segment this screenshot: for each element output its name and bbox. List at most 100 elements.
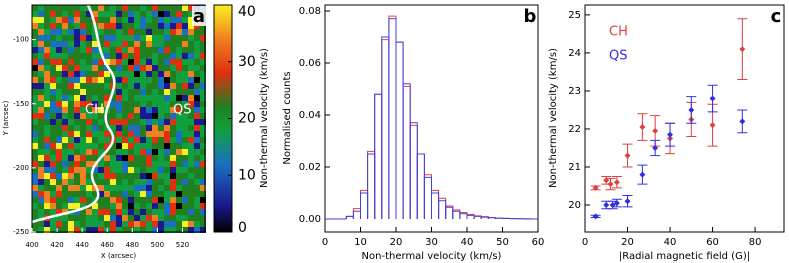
map-pixel — [62, 59, 68, 65]
map-pixel — [128, 89, 134, 95]
map-pixel — [32, 83, 38, 89]
map-pixel — [188, 221, 194, 227]
map-pixel — [104, 167, 110, 173]
map-pixel — [80, 47, 86, 53]
marker — [709, 95, 716, 102]
hist-step — [416, 153, 425, 219]
map-pixel — [122, 65, 128, 71]
map-pixel — [98, 119, 104, 125]
map-pixel — [128, 11, 134, 17]
map-pixel — [188, 11, 194, 17]
map-pixel — [170, 101, 176, 107]
map-pixel — [158, 101, 164, 107]
map-pixel — [44, 125, 50, 131]
map-pixel — [110, 101, 116, 107]
map-pixel — [104, 191, 110, 197]
map-pixel — [38, 101, 44, 107]
map-pixel — [140, 71, 146, 77]
map-pixel — [68, 107, 74, 113]
map-pixel — [164, 107, 170, 113]
map-pixel — [110, 59, 116, 65]
map-pixel — [32, 185, 38, 191]
map-pixel — [134, 185, 140, 191]
marker — [592, 184, 599, 191]
map-pixel — [74, 221, 80, 227]
map-pixel — [134, 203, 140, 209]
map-pixel — [128, 167, 134, 173]
map-pixel — [182, 221, 188, 227]
map-pixel — [56, 191, 62, 197]
map-pixel — [38, 17, 44, 23]
map-pixel — [170, 77, 176, 83]
map-pixel — [68, 185, 74, 191]
map-pixel — [200, 29, 206, 35]
map-pixel — [110, 125, 116, 131]
map-pixel — [164, 221, 170, 227]
map-pixel — [110, 41, 116, 47]
map-pixel — [182, 65, 188, 71]
map-pixel — [182, 53, 188, 59]
map-pixel — [188, 197, 194, 203]
marker — [639, 171, 646, 178]
map-pixel — [104, 41, 110, 47]
map-pixel — [56, 17, 62, 23]
map-pixel — [194, 215, 200, 221]
map-pixel — [176, 137, 182, 143]
map-pixel — [56, 5, 62, 11]
map-pixel — [50, 143, 56, 149]
map-pixel — [50, 191, 56, 197]
map-pixel — [176, 77, 182, 83]
map-pixel — [50, 197, 56, 203]
map-pixel — [134, 149, 140, 155]
map-pixel — [170, 5, 176, 11]
map-pixel — [86, 197, 92, 203]
map-pixel — [62, 65, 68, 71]
map-pixel — [164, 65, 170, 71]
map-pixel — [122, 161, 128, 167]
map-pixel — [116, 95, 122, 101]
hist-step — [445, 206, 454, 219]
map-pixel — [200, 53, 206, 59]
map-pixel — [164, 89, 170, 95]
map-pixel — [188, 119, 194, 125]
map-pixel — [38, 23, 44, 29]
map-pixel — [164, 35, 170, 41]
map-pixel — [110, 155, 116, 161]
map-pixel — [68, 119, 74, 125]
map-pixel — [80, 221, 86, 227]
boundary-contour — [31, 4, 116, 224]
map-pixel — [140, 41, 146, 47]
map-pixel — [38, 173, 44, 179]
hist-step — [487, 217, 496, 219]
x-axis-label: |Radial magnetic field (G)| — [619, 251, 750, 262]
map-pixel — [200, 47, 206, 53]
map-pixel — [80, 59, 86, 65]
map-pixel — [62, 167, 68, 173]
map-pixel — [176, 179, 182, 185]
map-pixel — [122, 53, 128, 59]
map-pixel — [158, 185, 164, 191]
map-pixel — [128, 17, 134, 23]
map-pixel — [188, 5, 194, 11]
map-pixel — [44, 107, 50, 113]
map-pixel — [62, 155, 68, 161]
map-pixel — [176, 215, 182, 221]
map-pixel — [38, 227, 44, 233]
map-pixel — [122, 221, 128, 227]
map-pixel — [134, 173, 140, 179]
map-pixel — [194, 107, 200, 113]
map-pixel — [50, 161, 56, 167]
map-pixel — [158, 155, 164, 161]
map-pixel — [62, 215, 68, 221]
map-pixel — [32, 41, 38, 47]
map-pixel — [110, 5, 116, 11]
map-pixel — [98, 131, 104, 137]
map-pixel — [92, 173, 98, 179]
map-pixel — [134, 95, 140, 101]
map-pixel — [152, 41, 158, 47]
hist-step — [367, 150, 376, 219]
map-pixel — [128, 179, 134, 185]
map-pixel — [98, 35, 104, 41]
map-pixel — [146, 197, 152, 203]
map-pixel — [104, 173, 110, 179]
